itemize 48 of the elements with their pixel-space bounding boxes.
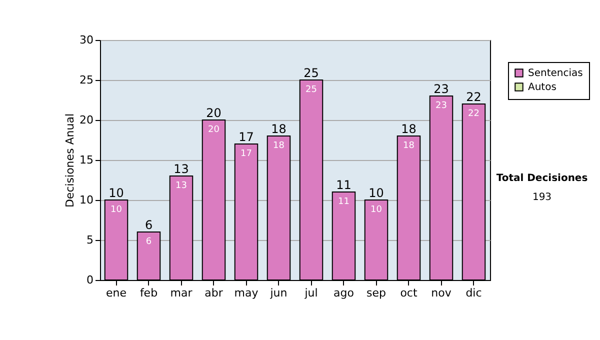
y-tick-label: 5 — [86, 234, 94, 246]
total-label: 10 — [108, 186, 124, 200]
data-label: 10 — [110, 205, 122, 215]
x-tick-label: nov — [431, 286, 452, 300]
x-tick-label: sep — [366, 286, 386, 300]
total-label: 18 — [401, 122, 416, 136]
total-label: 22 — [466, 90, 482, 104]
data-label: 25 — [306, 85, 317, 95]
total-label: 20 — [206, 106, 222, 120]
data-label: 20 — [208, 125, 220, 135]
data-label: 23 — [436, 101, 447, 111]
data-label: 17 — [240, 149, 252, 159]
x-tick-label: feb — [140, 286, 158, 300]
text: 193 — [532, 192, 552, 203]
total-label: 25 — [304, 66, 319, 80]
x-tick-label: jun — [269, 286, 288, 300]
data-label: 22 — [468, 109, 480, 119]
y-tick-label: 15 — [80, 154, 94, 166]
total-label: 23 — [434, 82, 449, 96]
y-tick-label: 25 — [80, 74, 94, 86]
x-tick-label: oct — [400, 286, 418, 300]
data-label: 6 — [146, 237, 152, 247]
total-label: 10 — [368, 186, 384, 200]
data-label: 18 — [273, 141, 285, 151]
x-tick-label: jul — [304, 286, 318, 300]
total-label: 18 — [271, 122, 286, 136]
x-tick-label: abr — [204, 286, 224, 300]
y-tick-label: 0 — [86, 274, 94, 286]
text: Total Decisiones — [496, 173, 588, 184]
data-label: 18 — [403, 141, 415, 151]
total-label: 17 — [238, 130, 254, 144]
data-label: 10 — [370, 205, 382, 215]
data-label: 13 — [176, 181, 187, 191]
x-tick-label: dic — [466, 286, 482, 300]
total-label: 11 — [336, 178, 352, 192]
legend-label: Autos — [528, 82, 556, 93]
x-tick-label: mar — [170, 286, 193, 300]
y-axis-title: Decisiones Anual — [64, 113, 77, 208]
x-tick-label: may — [234, 286, 259, 300]
total-label: 6 — [144, 218, 153, 232]
y-tick-label: 30 — [80, 34, 94, 46]
y-tick-label: 20 — [80, 114, 94, 126]
y-tick-label: 10 — [80, 194, 94, 206]
x-tick-label: ene — [106, 286, 127, 300]
total-label: 13 — [174, 162, 189, 176]
x-tick-label: ago — [334, 286, 354, 300]
legend-label: Sentencias — [528, 68, 583, 79]
data-label: 11 — [338, 197, 350, 207]
